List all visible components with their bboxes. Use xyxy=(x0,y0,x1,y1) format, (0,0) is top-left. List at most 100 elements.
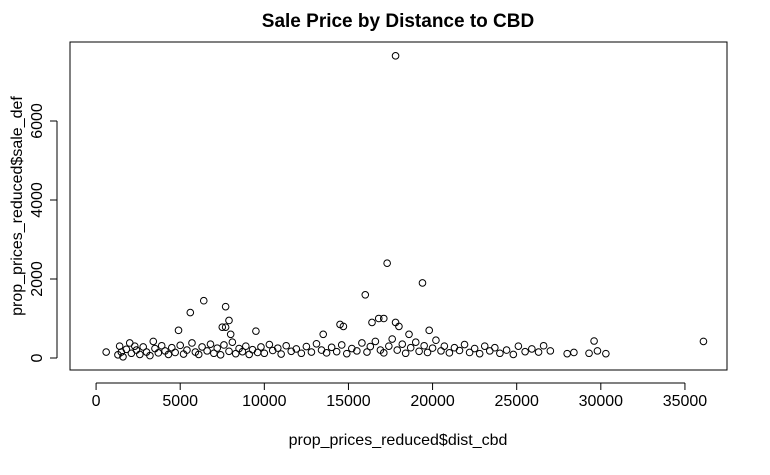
point xyxy=(395,322,403,331)
point xyxy=(418,279,427,287)
point xyxy=(225,347,233,356)
point xyxy=(248,345,257,354)
point xyxy=(509,350,518,359)
point xyxy=(226,330,235,339)
point xyxy=(157,341,166,350)
point xyxy=(216,351,225,359)
point xyxy=(563,349,571,358)
point xyxy=(136,350,144,359)
point xyxy=(302,342,311,351)
point xyxy=(432,336,440,345)
point xyxy=(383,259,391,267)
point xyxy=(174,326,183,335)
x-tick-label: 15000 xyxy=(326,393,371,410)
point xyxy=(358,339,366,347)
point xyxy=(420,341,428,350)
point xyxy=(539,341,548,350)
point xyxy=(260,349,269,358)
point xyxy=(440,342,449,350)
point xyxy=(139,343,147,351)
point xyxy=(593,347,602,355)
point xyxy=(374,314,383,323)
point xyxy=(602,349,610,358)
point xyxy=(149,337,158,346)
point xyxy=(361,290,370,299)
point xyxy=(460,340,469,349)
point xyxy=(119,353,127,361)
x-tick-label: 5000 xyxy=(162,393,198,410)
point xyxy=(590,337,598,345)
point xyxy=(514,342,523,350)
point xyxy=(199,296,208,305)
point xyxy=(228,338,237,346)
point xyxy=(151,344,159,353)
point xyxy=(379,314,388,323)
point xyxy=(502,346,511,354)
point xyxy=(277,350,285,358)
point xyxy=(221,302,230,311)
point xyxy=(122,345,131,354)
point xyxy=(188,339,196,347)
point xyxy=(167,343,176,352)
point xyxy=(379,349,388,357)
x-tick-label: 30000 xyxy=(579,393,624,410)
point xyxy=(475,349,484,358)
point xyxy=(154,349,163,357)
point xyxy=(406,343,415,352)
point xyxy=(391,52,400,60)
x-tick-label: 10000 xyxy=(242,393,287,410)
point xyxy=(225,316,233,325)
point xyxy=(388,335,396,343)
point xyxy=(238,347,247,356)
y-tick-label: 0 xyxy=(29,353,46,362)
point xyxy=(534,348,543,356)
point xyxy=(317,346,326,354)
point xyxy=(245,350,253,359)
point xyxy=(348,344,356,353)
point xyxy=(363,348,371,356)
y-axis-label: prop_prices_reduced$sale_def xyxy=(9,96,26,316)
point xyxy=(445,349,454,357)
point xyxy=(146,351,154,360)
point xyxy=(401,349,410,358)
point xyxy=(220,341,228,349)
point xyxy=(206,340,215,348)
point xyxy=(176,341,185,350)
x-axis-label: prop_prices_reduced$dist_cbd xyxy=(289,432,508,449)
point xyxy=(319,330,328,339)
point xyxy=(342,349,351,358)
chart-title: Sale Price by Distance to CBD xyxy=(262,11,534,32)
point xyxy=(465,348,474,357)
point xyxy=(450,343,459,352)
point xyxy=(393,346,402,354)
x-tick-label: 0 xyxy=(92,393,101,410)
point xyxy=(405,330,413,339)
point xyxy=(203,347,211,355)
point xyxy=(455,346,464,355)
point xyxy=(411,338,420,346)
point xyxy=(282,341,290,350)
plot-box xyxy=(69,41,728,371)
point xyxy=(339,322,348,331)
point xyxy=(322,349,331,357)
point xyxy=(428,344,437,352)
point xyxy=(213,344,222,352)
point xyxy=(423,348,432,357)
point xyxy=(398,340,407,348)
point xyxy=(186,308,195,317)
point xyxy=(265,340,274,349)
point xyxy=(287,347,296,356)
point xyxy=(425,326,434,335)
point xyxy=(242,342,250,350)
point xyxy=(218,323,227,331)
point xyxy=(171,348,179,357)
point xyxy=(194,350,203,359)
point xyxy=(102,348,110,356)
x-tick-label: 35000 xyxy=(663,393,708,410)
point xyxy=(327,343,336,352)
point xyxy=(312,339,321,348)
point xyxy=(198,343,206,351)
point xyxy=(546,347,555,355)
y-tick-label: 2000 xyxy=(29,261,46,297)
